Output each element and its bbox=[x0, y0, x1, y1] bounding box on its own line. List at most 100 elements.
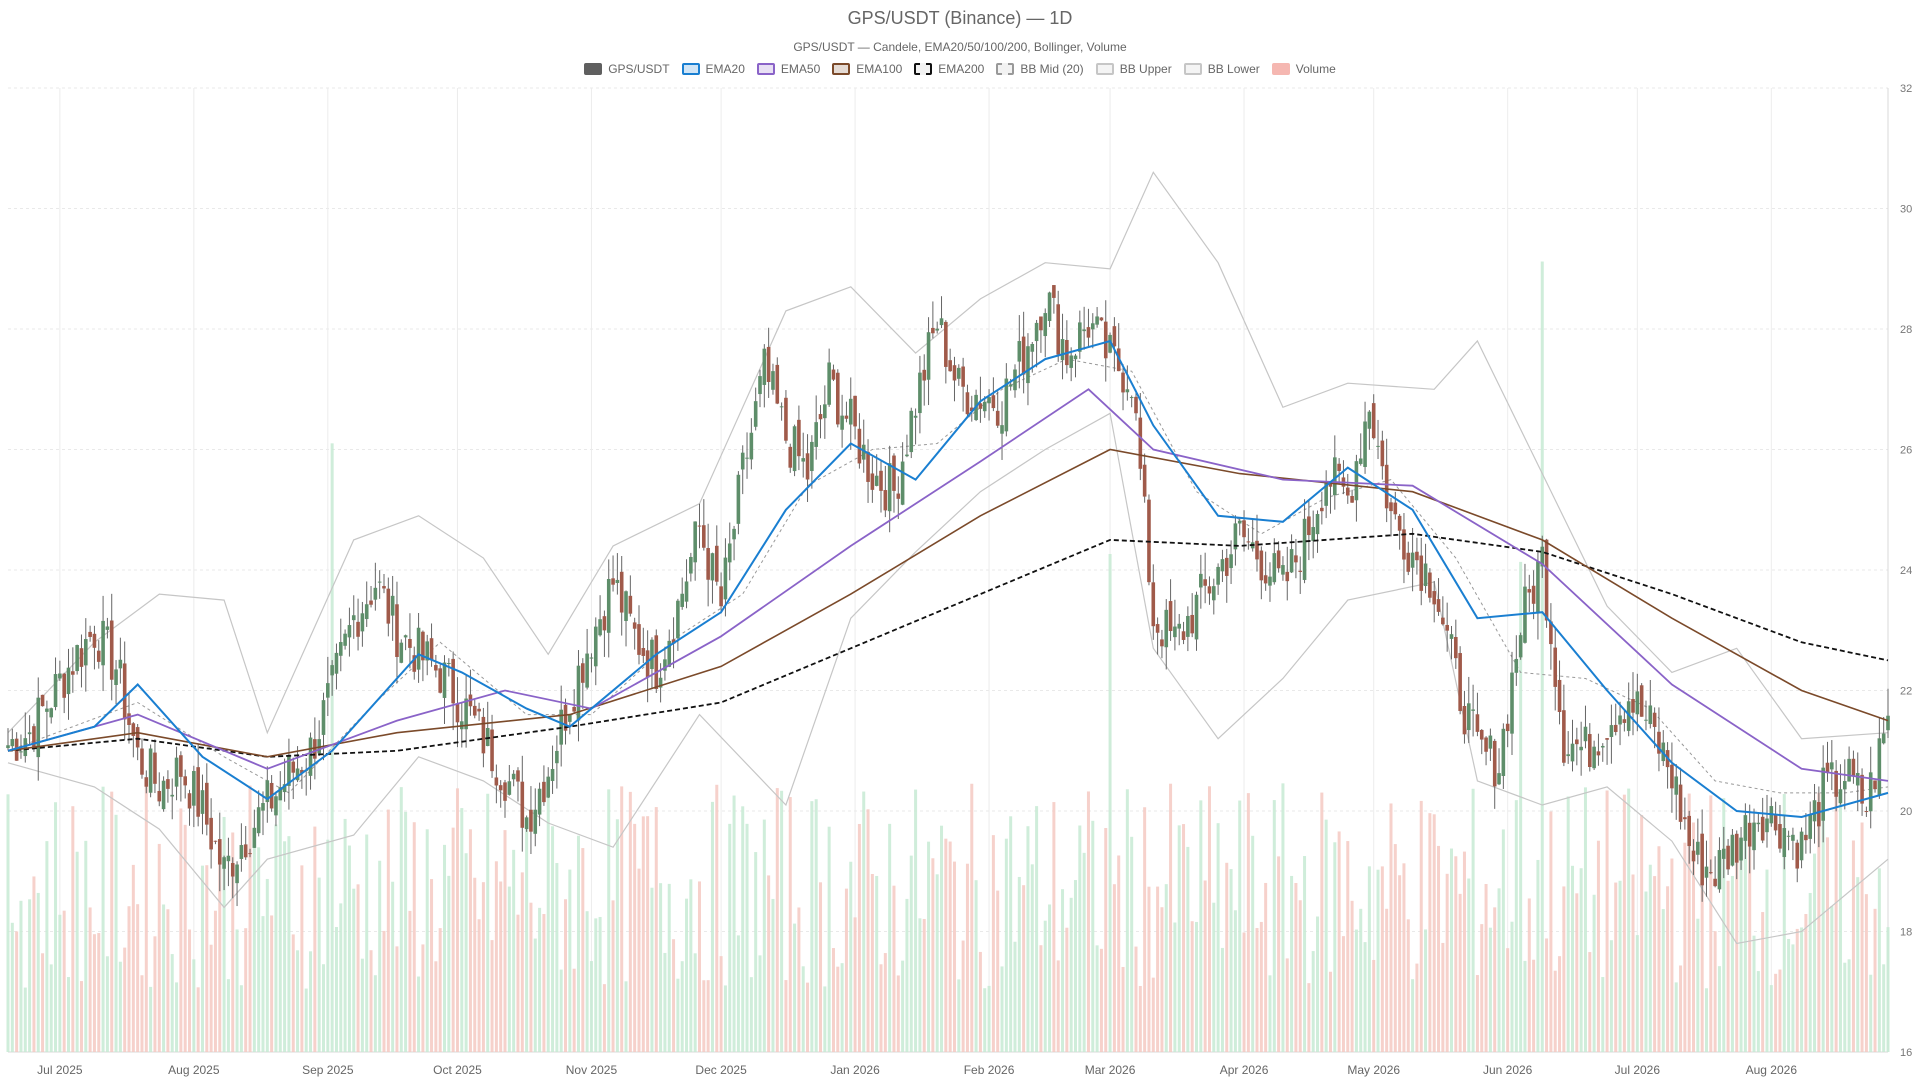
volume-bar bbox=[775, 788, 779, 1052]
candle-body bbox=[334, 652, 339, 674]
volume-bar bbox=[395, 946, 399, 1052]
candle-body bbox=[848, 398, 853, 425]
candle-body bbox=[1527, 589, 1532, 593]
legend-item[interactable]: EMA20 bbox=[681, 62, 745, 76]
volume-bar bbox=[762, 819, 766, 1052]
volume-bar bbox=[1402, 863, 1406, 1052]
volume-bar bbox=[568, 869, 572, 1052]
candle-body bbox=[343, 633, 347, 646]
volume-bar bbox=[680, 961, 684, 1052]
legend-item[interactable]: EMA200 bbox=[914, 62, 984, 76]
legend-item[interactable]: EMA100 bbox=[832, 62, 902, 76]
legend-label: BB Upper bbox=[1119, 62, 1172, 76]
candle-body bbox=[213, 840, 218, 842]
candle-body bbox=[1337, 463, 1341, 472]
legend-swatch bbox=[1095, 63, 1114, 75]
candle-body bbox=[1868, 772, 1873, 812]
legend-item[interactable]: EMA50 bbox=[756, 62, 820, 76]
volume-bar bbox=[862, 791, 866, 1052]
volume-bar bbox=[1164, 884, 1168, 1052]
volume-bar bbox=[503, 830, 507, 1052]
volume-bar bbox=[1242, 932, 1246, 1052]
candle-body bbox=[1817, 802, 1821, 827]
candle-body bbox=[174, 757, 179, 787]
volume-bar bbox=[1156, 886, 1160, 1052]
candle-body bbox=[1000, 425, 1004, 434]
candle-body bbox=[96, 650, 101, 662]
candle-body bbox=[347, 625, 352, 638]
candle-body bbox=[1531, 585, 1536, 604]
volume-bar bbox=[75, 851, 79, 1052]
candle-body bbox=[1199, 573, 1203, 588]
volume-bar bbox=[896, 975, 900, 1052]
candle-body bbox=[546, 776, 551, 798]
candle-body bbox=[1860, 774, 1864, 804]
volume-bar bbox=[1225, 862, 1229, 1052]
volume-bar bbox=[1549, 811, 1553, 1052]
volume-bar bbox=[1415, 963, 1419, 1052]
volume-bar bbox=[1860, 822, 1864, 1052]
volume-bar bbox=[723, 985, 727, 1052]
candle-body bbox=[274, 796, 278, 816]
volume-bar bbox=[659, 883, 663, 1052]
volume-bar bbox=[922, 918, 926, 1052]
legend-item[interactable]: GPS/USDT bbox=[584, 62, 670, 76]
volume-bar bbox=[235, 929, 239, 1052]
volume-bar bbox=[1099, 948, 1103, 1052]
volume-bar bbox=[1480, 924, 1484, 1052]
volume-bar bbox=[339, 903, 343, 1052]
volume-bar bbox=[758, 955, 762, 1052]
volume-bar bbox=[127, 906, 131, 1052]
candle-body bbox=[1311, 527, 1315, 541]
candle-body bbox=[1233, 523, 1238, 550]
volume-bar bbox=[261, 916, 265, 1052]
candle-body bbox=[879, 470, 883, 491]
candle-body bbox=[1471, 709, 1475, 711]
candle-body bbox=[861, 444, 866, 460]
x-tick-label: Oct 2025 bbox=[433, 1063, 482, 1077]
volume-bar bbox=[1437, 845, 1441, 1052]
legend-item[interactable]: BB Upper bbox=[1095, 62, 1172, 76]
candle-body bbox=[1886, 715, 1890, 731]
volume-bar bbox=[615, 819, 619, 1052]
volume-bar bbox=[1497, 888, 1501, 1052]
legend-item[interactable]: BB Lower bbox=[1183, 62, 1260, 76]
volume-bar bbox=[10, 922, 14, 1052]
candle-body bbox=[667, 640, 672, 667]
volume-bar bbox=[965, 863, 969, 1052]
legend-item[interactable]: BB Mid (20) bbox=[996, 62, 1084, 76]
y-tick-label: 28 bbox=[1900, 324, 1912, 336]
candle-body bbox=[1298, 570, 1303, 572]
volume-bar bbox=[1501, 829, 1505, 1052]
candle-body bbox=[857, 428, 862, 464]
candle-body bbox=[226, 855, 231, 862]
volume-bar bbox=[1290, 875, 1294, 1052]
volume-bar bbox=[200, 865, 204, 1052]
volume-bar bbox=[1393, 844, 1397, 1052]
volume-bar bbox=[330, 443, 334, 1052]
volume-bar bbox=[952, 861, 956, 1052]
volume-bar bbox=[274, 824, 278, 1052]
candle-body bbox=[905, 454, 909, 457]
volume-bar bbox=[1445, 873, 1449, 1052]
volume-bar bbox=[438, 928, 442, 1052]
volume-bar bbox=[806, 982, 810, 1052]
candle-body bbox=[27, 732, 32, 735]
volume-bar bbox=[170, 954, 174, 1052]
candle-body bbox=[83, 639, 88, 666]
candle-body bbox=[1203, 579, 1207, 586]
candle-body bbox=[243, 844, 248, 858]
candle-body bbox=[485, 728, 490, 747]
candle-body bbox=[382, 586, 386, 589]
volume-bar bbox=[1679, 965, 1683, 1052]
volume-bar bbox=[309, 951, 313, 1052]
candle-body bbox=[1216, 566, 1220, 585]
candle-body bbox=[1108, 334, 1112, 353]
candle-body bbox=[1734, 833, 1739, 863]
x-tick-label: Feb 2026 bbox=[964, 1063, 1015, 1077]
volume-bar bbox=[538, 907, 542, 1052]
volume-bar bbox=[901, 960, 905, 1052]
legend-item[interactable]: Volume bbox=[1271, 62, 1336, 76]
volume-bar bbox=[1804, 914, 1808, 1052]
